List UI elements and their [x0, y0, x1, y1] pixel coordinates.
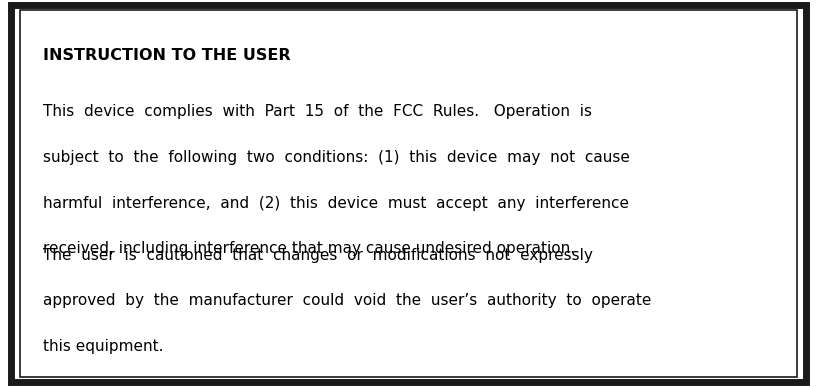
Text: received, including interference that may cause undesired operation.: received, including interference that ma…: [43, 241, 575, 257]
Text: INSTRUCTION TO THE USER: INSTRUCTION TO THE USER: [43, 48, 291, 63]
Text: harmful  interference,  and  (2)  this  device  must  accept  any  interference: harmful interference, and (2) this devic…: [43, 196, 629, 211]
Text: The  user  is  cautioned  that  changes  or  modifications  not  expressly: The user is cautioned that changes or mo…: [43, 248, 593, 263]
Text: This  device  complies  with  Part  15  of  the  FCC  Rules.   Operation  is: This device complies with Part 15 of the…: [43, 104, 592, 120]
Text: subject  to  the  following  two  conditions:  (1)  this  device  may  not  caus: subject to the following two conditions:…: [43, 150, 630, 165]
Text: this equipment.: this equipment.: [43, 339, 163, 354]
Text: approved  by  the  manufacturer  could  void  the  user’s  authority  to  operat: approved by the manufacturer could void …: [43, 293, 652, 308]
